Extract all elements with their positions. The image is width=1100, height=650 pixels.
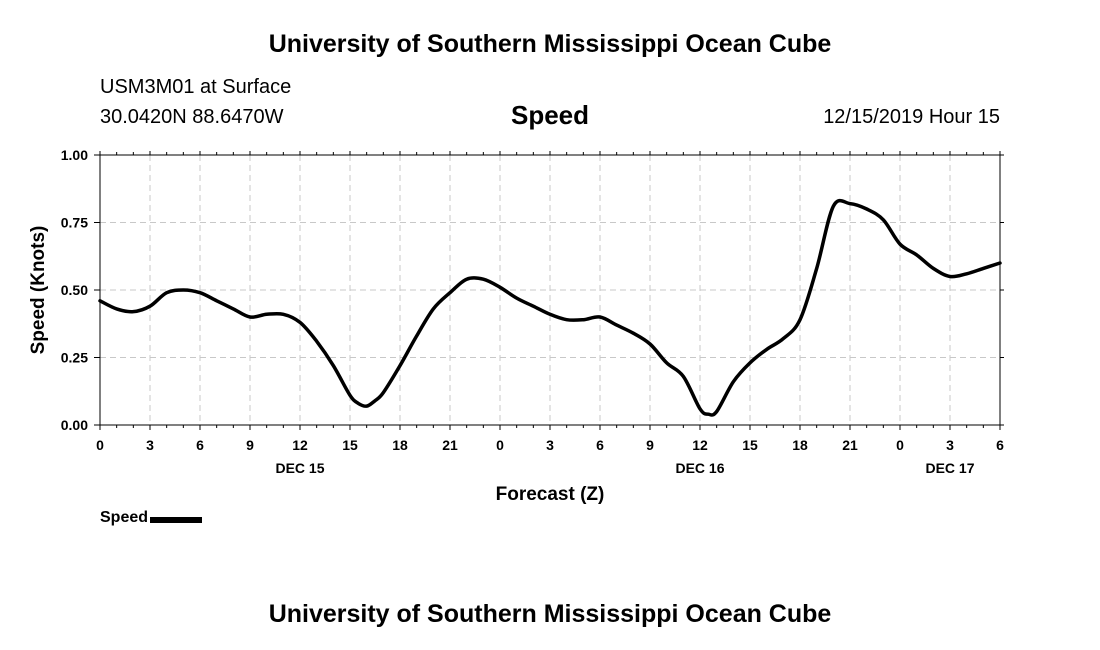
date-label: DEC 15	[275, 460, 324, 476]
footer-title: University of Southern Mississippi Ocean…	[268, 600, 832, 628]
x-axis-label: Forecast (Z)	[496, 484, 605, 505]
x-tick-label: 3	[146, 437, 154, 453]
x-tick-label: 6	[596, 437, 604, 453]
legend-swatch	[150, 516, 203, 523]
x-tick-label: 18	[792, 437, 808, 453]
x-tick-label: 21	[442, 437, 458, 453]
x-tick-label: 6	[996, 437, 1004, 453]
x-tick-label: 3	[946, 437, 954, 453]
station-coordinates: 30.0420N 88.6470W	[100, 106, 284, 128]
main-title: University of Southern Mississippi Ocean…	[268, 30, 832, 58]
y-tick-label: 1.00	[61, 147, 88, 163]
y-tick-label: 0.75	[61, 215, 88, 231]
x-tick-label: 21	[842, 437, 858, 453]
y-tick-label: 0.50	[61, 282, 88, 298]
x-tick-label: 0	[496, 437, 504, 453]
x-tick-label: 18	[392, 437, 408, 453]
x-tick-label: 9	[646, 437, 654, 453]
legend: Speed	[100, 509, 203, 527]
y-tick-label: 0.25	[61, 350, 88, 366]
x-tick-label: 0	[896, 437, 904, 453]
legend-label: Speed	[100, 509, 149, 526]
x-tick-label: 15	[342, 437, 358, 453]
plot-title: Speed	[510, 100, 590, 130]
x-tick-label: 12	[692, 437, 708, 453]
date-label: DEC 16	[675, 460, 724, 476]
y-axis-label: Speed (Knots)	[28, 226, 49, 355]
x-tick-label: 3	[546, 437, 554, 453]
x-tick-label: 15	[742, 437, 758, 453]
grid	[100, 155, 1000, 425]
x-tick-label: 0	[96, 437, 104, 453]
date-label: DEC 17	[925, 460, 974, 476]
y-tick-label: 0.00	[61, 417, 88, 433]
x-tick-label: 9	[246, 437, 254, 453]
station-name: USM3M01 at Surface	[100, 76, 292, 98]
speed-series-line	[98, 198, 1002, 417]
axis-ticks: 0 3 6 9 12 15 18 21 0 3 6 9 12 15 18 21 0 3 6 DEC 15 DEC 16 D…	[61, 147, 1004, 476]
x-tick-label: 6	[196, 437, 204, 453]
x-tick-label: 12	[292, 437, 308, 453]
forecast-timestamp: 12/15/2019 Hour 15	[823, 106, 1000, 128]
